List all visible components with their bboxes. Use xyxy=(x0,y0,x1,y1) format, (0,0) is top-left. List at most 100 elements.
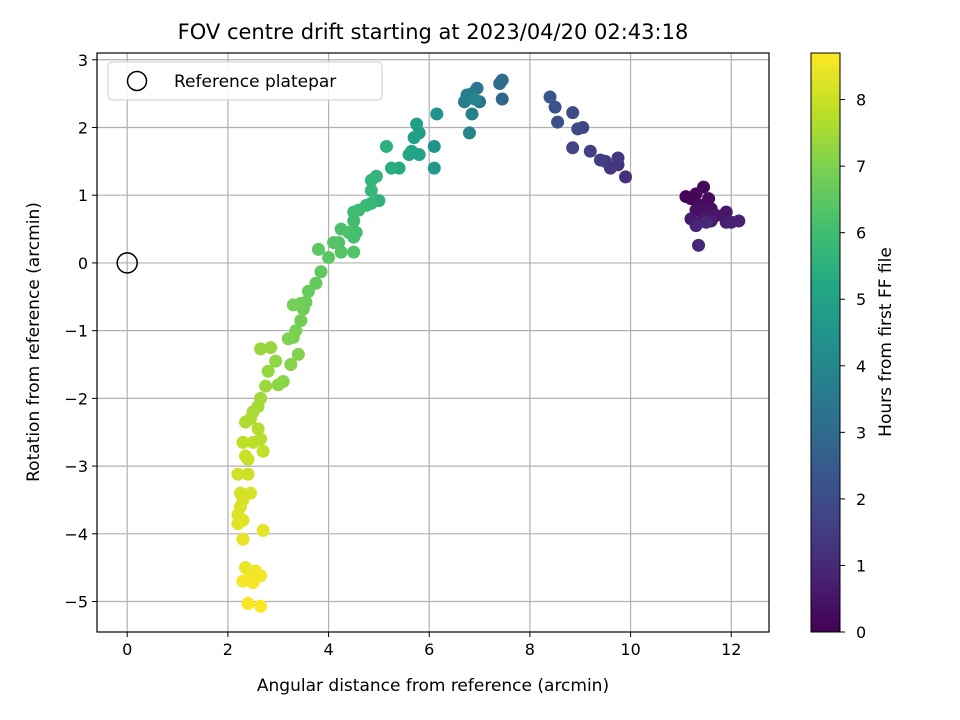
colorbar-tick-label: 6 xyxy=(856,224,866,243)
data-point xyxy=(241,597,255,611)
reference-marker xyxy=(116,252,138,274)
y-tick-label: −3 xyxy=(64,457,88,476)
data-point xyxy=(254,342,268,356)
y-tick-label: −1 xyxy=(64,322,88,341)
data-point xyxy=(246,435,260,449)
x-tick-label: 8 xyxy=(525,640,535,659)
data-point xyxy=(551,115,565,129)
data-point xyxy=(465,107,479,121)
data-point xyxy=(495,92,509,106)
data-point xyxy=(430,107,444,121)
colorbar-tick-label: 2 xyxy=(856,490,866,509)
data-point xyxy=(697,180,711,194)
data-point xyxy=(251,422,265,436)
y-tick-label: 2 xyxy=(78,118,88,137)
legend-box xyxy=(107,61,383,101)
data-point xyxy=(334,245,348,259)
data-point xyxy=(311,242,325,256)
data-point xyxy=(457,95,471,109)
data-points xyxy=(231,73,746,613)
x-tick-label: 2 xyxy=(223,640,233,659)
y-axis-label: Rotation from reference (arcmin) xyxy=(24,202,44,482)
data-point xyxy=(256,523,270,537)
legend-circle-icon xyxy=(126,70,148,92)
data-point xyxy=(493,76,507,90)
data-point xyxy=(309,276,323,290)
data-point xyxy=(236,532,250,546)
legend: Reference platepar xyxy=(107,61,383,101)
data-point xyxy=(699,215,713,229)
data-point xyxy=(291,347,305,361)
x-axis-label: Angular distance from reference (arcmin) xyxy=(257,676,609,696)
data-point xyxy=(259,379,273,393)
data-point xyxy=(410,117,424,131)
x-tick-label: 0 xyxy=(122,640,132,659)
colorbar xyxy=(810,52,841,633)
data-point xyxy=(261,364,275,378)
data-point xyxy=(364,173,378,187)
colorbar-tick-label: 1 xyxy=(856,556,866,575)
data-point xyxy=(468,92,482,106)
data-point xyxy=(543,90,557,104)
x-tick-label: 12 xyxy=(721,640,741,659)
data-point xyxy=(566,106,580,120)
data-point xyxy=(692,238,706,252)
y-tick-label: 1 xyxy=(78,186,88,205)
data-point xyxy=(583,144,597,158)
data-point xyxy=(719,205,733,219)
data-point xyxy=(241,467,255,481)
data-point xyxy=(566,141,580,155)
data-point xyxy=(301,284,315,298)
data-point xyxy=(347,214,361,228)
data-point xyxy=(254,599,268,613)
y-tick-label: 3 xyxy=(78,51,88,70)
data-point xyxy=(269,354,283,368)
data-point xyxy=(322,251,336,265)
colorbar-tick-label: 4 xyxy=(856,357,866,376)
data-point xyxy=(256,444,270,458)
reference-platepar-point xyxy=(116,252,138,274)
data-point xyxy=(271,378,285,392)
colorbar-tick-label: 8 xyxy=(856,91,866,110)
colorbar-tick-label: 7 xyxy=(856,157,866,176)
x-tick-label: 10 xyxy=(620,640,640,659)
data-point xyxy=(294,313,308,327)
y-tick-label: −4 xyxy=(64,525,88,544)
data-point xyxy=(611,151,625,165)
y-tick-label: 0 xyxy=(78,254,88,273)
data-point xyxy=(284,358,298,372)
data-point xyxy=(231,517,245,531)
data-point xyxy=(384,161,398,175)
y-axis-ticks: −5 −4 −3 −2 −1 0 1 2 3 xyxy=(64,51,97,612)
data-point xyxy=(241,452,255,466)
x-tick-label: 6 xyxy=(424,640,434,659)
colorbar-label: Hours from first FF file xyxy=(876,247,896,437)
colorbar-ticks: 0 1 2 3 4 5 6 7 8 xyxy=(840,91,866,642)
data-point xyxy=(402,148,416,162)
data-point xyxy=(281,332,295,346)
colorbar-tick-label: 3 xyxy=(856,423,866,442)
data-point xyxy=(427,139,441,153)
data-point xyxy=(462,126,476,140)
data-point xyxy=(238,415,252,429)
data-point xyxy=(347,245,361,259)
data-point xyxy=(246,576,260,590)
data-point xyxy=(364,183,378,197)
x-tick-label: 4 xyxy=(323,640,333,659)
data-point xyxy=(334,222,348,236)
plot-frame xyxy=(96,52,770,633)
data-point xyxy=(314,265,328,279)
colorbar-tick-label: 5 xyxy=(856,290,866,309)
data-point xyxy=(548,100,562,114)
y-tick-label: −2 xyxy=(64,389,88,408)
data-point xyxy=(286,298,300,312)
data-point xyxy=(619,170,633,184)
data-point xyxy=(593,153,607,167)
data-point xyxy=(236,435,250,449)
chart-title: FOV centre drift starting at 2023/04/20 … xyxy=(178,20,689,44)
colorbar-tick-label: 0 xyxy=(856,623,866,642)
data-point xyxy=(379,139,393,153)
data-point xyxy=(427,161,441,175)
data-point xyxy=(407,131,421,145)
